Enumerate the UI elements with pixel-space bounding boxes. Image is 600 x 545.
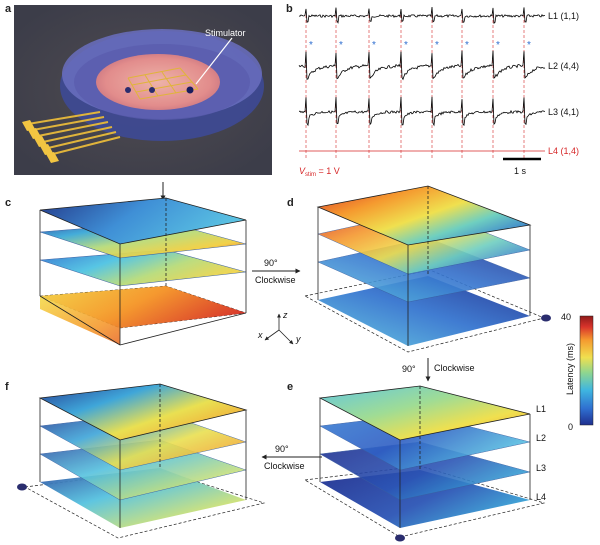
panel-d-layers — [303, 185, 551, 353]
trace-label-1: L1 (1,1) — [548, 11, 579, 21]
electrode-dot — [149, 87, 155, 93]
axis-y-label: y — [295, 334, 301, 344]
stim-asterisk: * — [527, 40, 531, 51]
lead-pads — [22, 120, 59, 163]
panel-e-layers — [303, 385, 546, 542]
rotation-direction-cd: Clockwise — [255, 275, 296, 285]
stim-asterisk: * — [435, 40, 439, 51]
rotation-angle-cd: 90° — [264, 258, 278, 268]
colorbar-max: 40 — [561, 312, 571, 322]
stimulator-marker — [395, 534, 405, 542]
panel-f-layers — [17, 383, 266, 539]
panel-label-f: f — [5, 381, 9, 393]
colorbar-gradient — [579, 315, 594, 426]
trace-label-4: L4 (1,4) — [548, 146, 579, 156]
stimulator-label: Stimulator — [205, 28, 246, 38]
stimulator-marker — [17, 483, 27, 491]
trace-1 — [298, 6, 546, 24]
stim-asterisk: * — [404, 40, 408, 51]
colorbar-title: Latency (ms) — [565, 343, 575, 395]
stimulator-marker — [541, 314, 551, 322]
panel-label-e: e — [287, 381, 293, 393]
stimulator-electrode — [186, 86, 194, 94]
rotation-direction-ef: Clockwise — [264, 461, 305, 471]
stim-asterisk: * — [372, 40, 376, 51]
panel-a-rendering: Stimulator — [14, 5, 272, 175]
rotation-d-to-e: 90° Clockwise — [402, 358, 475, 382]
trace-label-2: L2 (4,4) — [548, 61, 579, 71]
layer-label-l4: L4 — [536, 492, 546, 502]
electrode-grid — [127, 67, 199, 100]
stim-asterisk: * — [496, 40, 500, 51]
vstim-label: Vstim = 1 V — [299, 166, 340, 178]
rotation-e-to-f: 90° Clockwise — [261, 444, 322, 471]
rotation-direction-de: Clockwise — [434, 363, 475, 373]
electrode-leads — [27, 111, 121, 155]
xyz-axes-indicator — [264, 313, 294, 345]
vstim-prefix: V — [299, 166, 306, 176]
panel-b-traces: * * * * * * * * L1 (1,1) L2 (4,4) L3 (4,1) L4 (1,4) — [298, 6, 579, 158]
layer-label-l2: L2 — [536, 433, 546, 443]
stimulator-pointer — [195, 37, 233, 85]
time-scale-label: 1 s — [514, 166, 527, 176]
colorbar-min: 0 — [568, 422, 573, 432]
rotation-angle-de: 90° — [402, 364, 416, 374]
axis-x-label: x — [257, 330, 263, 340]
trace-3 — [298, 96, 546, 127]
stim-asterisk: * — [309, 40, 313, 51]
electrode-dot — [125, 87, 131, 93]
layer-label-l3: L3 — [536, 463, 546, 473]
vstim-suffix: = 1 V — [316, 166, 340, 176]
axis-z-label: z — [282, 310, 288, 320]
panel-label-b: b — [286, 3, 293, 15]
rotation-angle-ef: 90° — [275, 444, 289, 454]
panel-b-annotations: Vstim = 1 V 1 s — [299, 157, 541, 178]
trace-2 — [298, 50, 546, 81]
rotation-c-to-d: 90° Clockwise — [252, 258, 301, 285]
layer-label-l1: L1 — [536, 404, 546, 414]
trace-label-3: L3 (4,1) — [548, 107, 579, 117]
vstim-sub: stim — [305, 172, 316, 178]
stim-asterisk: * — [465, 40, 469, 51]
panel-c-layers — [39, 182, 247, 346]
panel-label-c: c — [5, 197, 11, 209]
panel-label-a: a — [5, 3, 12, 15]
latency-colorbar: 40 0 Latency (ms) — [561, 312, 594, 432]
stim-asterisk: * — [339, 40, 343, 51]
panel-label-d: d — [287, 197, 294, 209]
